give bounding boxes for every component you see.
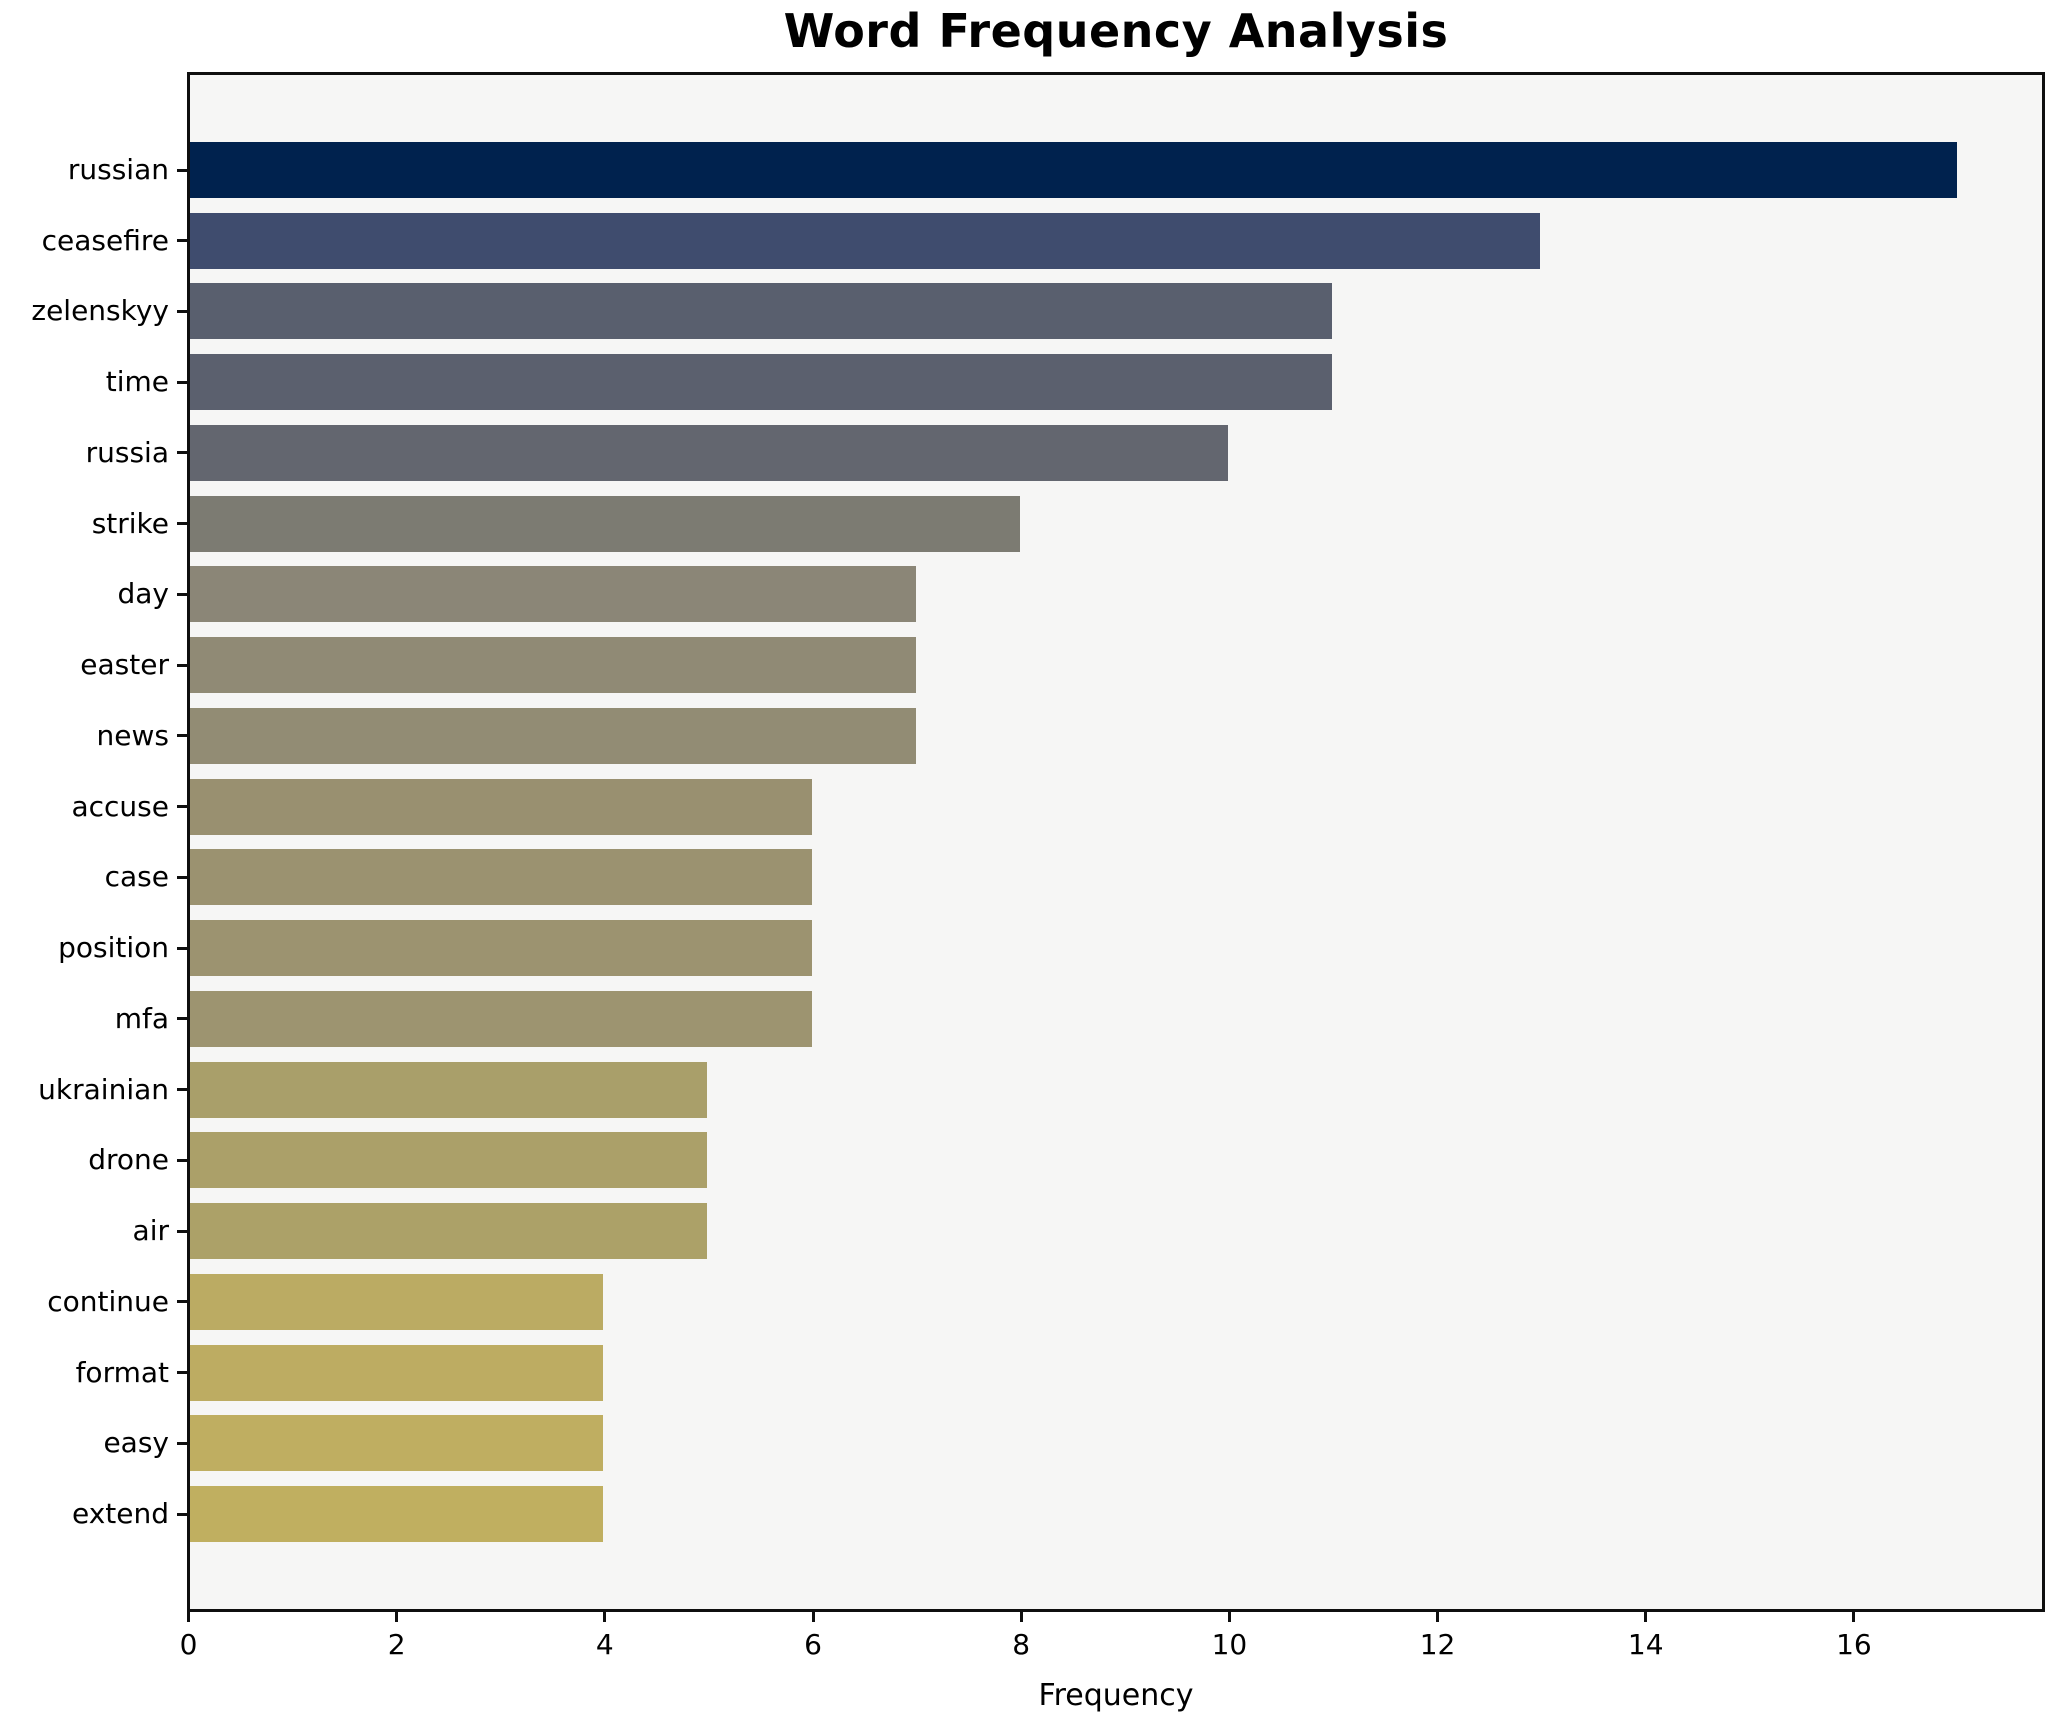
y-tick-mark xyxy=(177,1158,187,1162)
bar-time xyxy=(190,354,1332,411)
y-tick-label-case: case xyxy=(104,860,169,894)
bar-easy xyxy=(190,1415,604,1472)
x-tick-label-6: 6 xyxy=(804,1628,822,1661)
y-tick-label-accuse: accuse xyxy=(71,789,169,823)
x-tick-mark xyxy=(811,1612,815,1622)
y-tick-label-air: air xyxy=(132,1214,169,1248)
y-tick-mark xyxy=(177,380,187,384)
bar-zelenskyy xyxy=(190,283,1332,340)
y-tick-label-extend: extend xyxy=(71,1497,169,1530)
bar-accuse xyxy=(190,778,812,835)
bar-strike xyxy=(190,495,1020,552)
x-tick-mark xyxy=(1644,1612,1648,1622)
y-tick-mark xyxy=(177,168,187,172)
y-tick-mark xyxy=(177,1017,187,1021)
y-tick-label-ukrainian: ukrainian xyxy=(38,1072,169,1106)
bar-position xyxy=(190,920,812,977)
bar-day xyxy=(190,566,916,623)
bar-ukrainian xyxy=(190,1061,708,1118)
y-tick-label-zelenskyy: zelenskyy xyxy=(31,294,169,328)
x-tick-label-12: 12 xyxy=(1419,1628,1456,1661)
y-tick-label-news: news xyxy=(96,718,169,752)
y-tick-label-drone: drone xyxy=(88,1143,169,1177)
y-tick-mark xyxy=(177,875,187,879)
y-tick-mark xyxy=(177,1088,187,1092)
y-tick-label-strike: strike xyxy=(91,506,169,540)
bar-air xyxy=(190,1203,708,1260)
bar-russia xyxy=(190,424,1228,481)
y-tick-mark xyxy=(177,1441,187,1445)
y-tick-label-position: position xyxy=(58,931,169,965)
x-tick-label-14: 14 xyxy=(1627,1628,1664,1661)
x-tick-label-2: 2 xyxy=(387,1628,406,1661)
y-tick-label-easy: easy xyxy=(103,1426,169,1460)
y-tick-label-time: time xyxy=(105,365,169,399)
x-tick-label-8: 8 xyxy=(1012,1628,1031,1661)
y-tick-label-day: day xyxy=(117,577,169,611)
bar-easter xyxy=(190,637,916,694)
x-tick-mark xyxy=(187,1612,190,1622)
bar-ceasefire xyxy=(190,212,1541,269)
y-tick-mark xyxy=(177,663,187,667)
y-tick-label-continue: continue xyxy=(47,1284,169,1318)
y-tick-mark xyxy=(177,1371,187,1375)
y-tick-mark xyxy=(177,1300,187,1304)
y-tick-label-russian: russian xyxy=(67,153,169,186)
chart-title: Word Frequency Analysis xyxy=(783,4,1449,58)
bar-news xyxy=(190,707,916,764)
x-tick-label-0: 0 xyxy=(179,1628,198,1661)
bar-drone xyxy=(190,1132,708,1189)
y-tick-label-mfa: mfa xyxy=(114,1001,169,1035)
x-tick-mark xyxy=(1436,1612,1440,1622)
bar-format xyxy=(190,1344,604,1401)
x-tick-label-4: 4 xyxy=(595,1628,614,1661)
y-tick-label-format: format xyxy=(75,1355,169,1389)
y-tick-mark xyxy=(177,1512,187,1516)
y-tick-label-ceasefire: ceasefire xyxy=(41,223,169,257)
x-tick-mark xyxy=(395,1612,399,1622)
bar-mfa xyxy=(190,990,812,1047)
y-tick-mark xyxy=(177,239,187,243)
x-axis-title: Frequency xyxy=(1038,1678,1194,1713)
bar-continue xyxy=(190,1273,604,1330)
y-tick-mark xyxy=(177,592,187,596)
x-tick-mark xyxy=(1227,1612,1231,1622)
y-tick-mark xyxy=(177,309,187,313)
y-tick-mark xyxy=(177,946,187,950)
y-tick-mark xyxy=(177,451,187,455)
x-tick-mark xyxy=(1852,1612,1856,1622)
y-tick-label-russia: russia xyxy=(85,435,169,469)
y-tick-mark xyxy=(177,734,187,738)
x-tick-mark xyxy=(1019,1612,1023,1622)
x-tick-label-10: 10 xyxy=(1211,1628,1248,1661)
y-tick-mark xyxy=(177,522,187,526)
x-tick-label-16: 16 xyxy=(1836,1628,1872,1661)
y-tick-mark xyxy=(177,1229,187,1233)
bar-case xyxy=(190,849,812,906)
y-tick-label-easter: easter xyxy=(80,648,169,682)
bar-russian xyxy=(190,142,1957,198)
bar-extend xyxy=(190,1486,604,1542)
y-tick-mark xyxy=(177,805,187,809)
x-tick-mark xyxy=(603,1612,607,1622)
